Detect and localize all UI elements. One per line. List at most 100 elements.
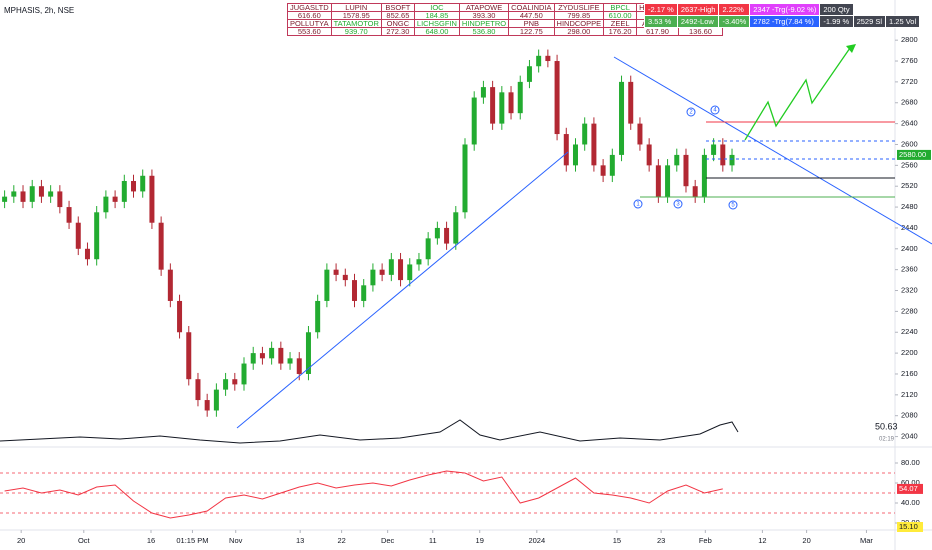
x-tick-label: Feb [699, 536, 712, 545]
y-tick-label: 2480 [901, 202, 918, 211]
candle-body [517, 81, 523, 114]
stats-cell: 2492-Low [676, 15, 720, 28]
candle-body [121, 180, 127, 202]
candle-body [508, 92, 514, 114]
symbol-price: 393.30 [458, 11, 510, 20]
x-tick-label: Dec [381, 536, 395, 545]
stats-cell: -2.17 % [644, 3, 678, 16]
y-tick-label: 2240 [901, 327, 918, 336]
stats-cell: 2782 -Trg(7.84 %) [749, 15, 821, 28]
projection-arrow [744, 47, 851, 141]
y-tick-label: 40.00 [901, 498, 920, 507]
x-tick-label: Mar [860, 536, 873, 545]
candle-body [333, 269, 339, 275]
candle-body [370, 269, 376, 286]
candle-body [112, 196, 118, 202]
candle-body [609, 154, 615, 176]
candle-body [444, 227, 450, 244]
y-tick-label: 2280 [901, 306, 918, 315]
candle-body [646, 144, 652, 166]
y-tick-label: 2400 [901, 244, 918, 253]
stats-cell: -3.40% [718, 15, 751, 28]
candle-body [223, 379, 229, 390]
symbol-price: 616.60 [287, 11, 332, 20]
last-price-box [897, 149, 931, 160]
x-tick-label: 22 [337, 536, 345, 545]
symbol-price: 176.20 [603, 27, 638, 36]
candle-body [103, 196, 109, 213]
candle-body [665, 165, 671, 197]
y-tick-label: 60.00 [901, 478, 920, 487]
candle-body [186, 332, 192, 380]
x-tick-label: 19 [476, 536, 484, 545]
candle-body [462, 144, 468, 213]
candle-body [480, 87, 486, 98]
value-row: 553.60 939.70 272.30 648.00 536.80 122.75 298.… [287, 27, 724, 36]
candle-body [729, 154, 735, 166]
y-tick-label: 2680 [901, 98, 918, 107]
candle-body [352, 280, 358, 301]
symbol-name: LUPIN [330, 3, 382, 12]
candle-body [29, 186, 35, 202]
candle-body [324, 269, 330, 301]
y-tick-label: 2800 [901, 35, 918, 44]
candle-body [379, 269, 385, 275]
trendline [613, 56, 932, 245]
candle-body [278, 347, 284, 364]
symbol-price: 553.60 [287, 27, 332, 36]
candle-body [683, 154, 689, 187]
x-tick-label: 01:15 PM [176, 536, 208, 545]
stats-row: 3.53 % 2492-Low -3.40% 2782 -Trg(7.84 %) -1.… [644, 15, 921, 28]
symbol-price: 1578.95 [330, 11, 382, 20]
symbol-name: BPCL [603, 3, 638, 12]
candle-body [701, 154, 707, 197]
candle-body [94, 212, 100, 260]
candle-body [2, 196, 8, 202]
candle-body [563, 134, 569, 166]
candle-body [131, 180, 137, 192]
candle-body [720, 144, 726, 166]
candle-body [619, 81, 625, 155]
symbol-name: JUGASLTD [287, 3, 332, 12]
symbol-name: BSOFT [380, 3, 415, 12]
stats-cell: 3.53 % [644, 15, 678, 28]
x-tick-label: 16 [147, 536, 155, 545]
candle-body [572, 144, 578, 166]
y-tick-label: 2520 [901, 181, 918, 190]
candle-body [471, 97, 477, 145]
candle-body [536, 55, 542, 67]
candle-body [84, 248, 90, 260]
candle-body [434, 227, 440, 239]
y-tick-label: 2560 [901, 160, 918, 169]
y-tick-label: 2720 [901, 77, 918, 86]
candle-body [149, 175, 155, 223]
name-row: POLLUTYA TATAMOTOR ONGC LICHSGFIN HINDPETRO P… [287, 19, 724, 28]
y-tick-label: 2080 [901, 411, 918, 420]
symbol-name: ZYDUSLIFE [553, 3, 605, 12]
stats-cell: 2347 -Trg(-9.02 %) [749, 3, 821, 16]
y-tick-label: 2160 [901, 369, 918, 378]
candle-body [554, 61, 560, 135]
candle-body [48, 191, 54, 197]
candle-body [711, 144, 717, 155]
volume-time: 02:19 [879, 437, 895, 443]
candle-body [177, 300, 183, 333]
candle-body [66, 207, 72, 223]
symbol-name: COALINDIA [508, 3, 555, 12]
y-tick-label: 2760 [901, 56, 918, 65]
candle-body [591, 123, 597, 166]
candle-body [600, 165, 606, 176]
candle-body [158, 222, 164, 270]
candle-body [140, 175, 146, 192]
candle-body [582, 123, 588, 145]
candle-body [490, 87, 496, 124]
stats-cell: 1.25 Vol [885, 15, 921, 28]
candle-body [195, 379, 201, 401]
candle-body [38, 186, 44, 197]
candle-body [545, 55, 551, 62]
x-tick-label: Nov [229, 536, 243, 545]
candle-body [213, 389, 219, 411]
candle-body [416, 259, 422, 265]
symbol-name: ATAPOWE [458, 3, 510, 12]
